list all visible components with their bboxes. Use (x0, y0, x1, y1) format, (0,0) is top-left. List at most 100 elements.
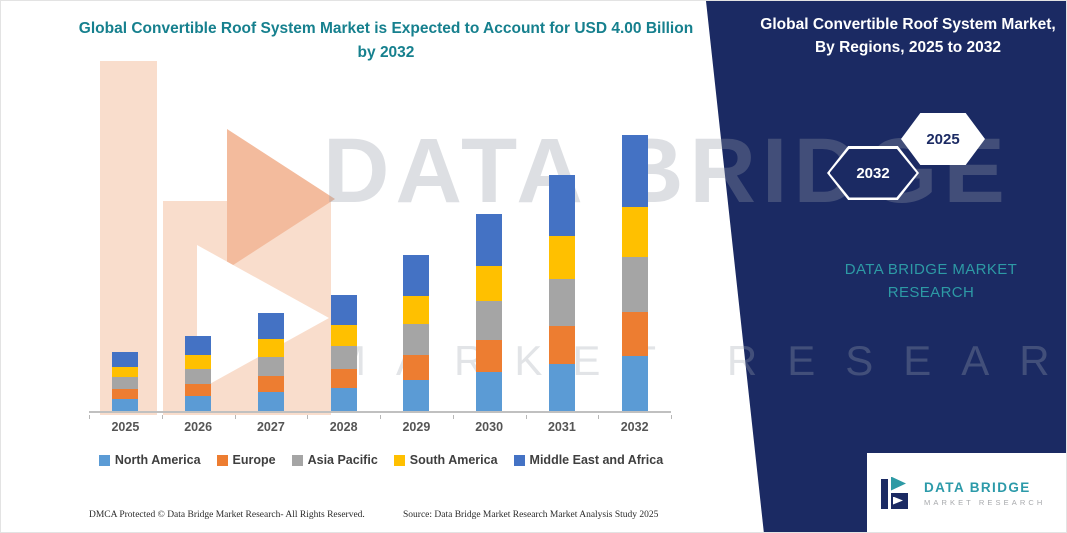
bar-segment-middle-east-and-africa (330, 295, 357, 325)
legend-swatch-icon (216, 454, 228, 466)
watermark-sub-text: MARKET RESEARCH (331, 337, 1066, 384)
bar-segment-middle-east-and-africa (621, 135, 648, 207)
logo-sub: MARKET RESEARCH (924, 498, 1046, 507)
x-axis-label-2031: 2031 (547, 420, 576, 434)
bar-2025 (112, 352, 139, 411)
bar-segment-north-america (476, 372, 503, 411)
bar-slot (89, 83, 162, 411)
legend-label: North America (114, 453, 201, 467)
footer-source: Source: Data Bridge Market Research Mark… (403, 510, 659, 520)
x-axis-label-2027: 2027 (256, 420, 285, 434)
legend-swatch-icon (98, 454, 110, 466)
bar-segment-asia-pacific (403, 324, 430, 355)
x-axis-label-2025: 2025 (111, 420, 140, 434)
bar-segment-north-america (621, 356, 648, 411)
databridge-logo: DATA BRIDGE MARKET RESEARCH (867, 453, 1066, 532)
legend-label: Middle East and Africa (529, 453, 664, 467)
axis-tick (161, 415, 163, 419)
x-axis-labels: 2025 2026 2027 2028 2029 2030 2031 2032 (89, 415, 672, 437)
bar-segment-south-america (621, 207, 648, 257)
legend-item-asia-pacific: Asia Pacific (291, 453, 378, 467)
bar-segment-north-america (548, 364, 575, 411)
databridge-logo-text: DATA BRIDGE MARKET RESEARCH (924, 480, 1045, 507)
bar-segment-middle-east-and-africa (112, 352, 139, 367)
bar-segment-south-america (185, 355, 212, 369)
bar-slot (526, 83, 599, 411)
legend-swatch-icon (513, 454, 525, 466)
hexagon-2025-label: 2025 (926, 130, 960, 148)
hexagon-2032-label: 2032 (856, 164, 890, 182)
bar-2027 (257, 313, 284, 411)
bar-slot (598, 83, 671, 411)
bar-segment-south-america (257, 339, 284, 357)
bar-segment-middle-east-and-africa (185, 336, 212, 355)
hexagon-badge-2032: 2032 (827, 146, 919, 200)
bar-segment-europe (185, 384, 212, 396)
bar-segment-asia-pacific (548, 279, 575, 326)
bar-segment-north-america (112, 399, 139, 411)
axis-tick (307, 415, 309, 419)
x-axis-label-2029: 2029 (402, 420, 431, 434)
bar-segment-asia-pacific (185, 369, 212, 384)
bar-segment-asia-pacific (476, 301, 503, 340)
bar-segment-south-america (112, 367, 139, 377)
bar-2026 (185, 336, 212, 411)
bar-2030 (476, 214, 503, 411)
bar-segment-middle-east-and-africa (403, 255, 430, 296)
hexagon-badge-2025: 2025 (901, 113, 985, 165)
legend-label: South America (409, 453, 498, 467)
axis-tick (598, 415, 600, 419)
x-axis-label-2026: 2026 (184, 420, 213, 434)
bar-segment-south-america (476, 266, 503, 301)
x-axis-label-2032: 2032 (620, 420, 649, 434)
side-panel-brand-text: DATA BRIDGE MARKET RESEARCH (844, 261, 1018, 301)
logo-name: DATA BRIDGE (924, 480, 1031, 495)
bar-slot (380, 83, 453, 411)
bar-segment-middle-east-and-africa (257, 313, 284, 339)
bar-2028 (330, 295, 357, 411)
bar-segment-europe (257, 376, 284, 392)
bar-segment-asia-pacific (330, 346, 357, 369)
legend-swatch-icon (393, 454, 405, 466)
chart-legend: North America Europe Asia Pacific South Ame… (81, 453, 681, 467)
databridge-logo-icon (881, 475, 915, 513)
bar-slot (453, 83, 526, 411)
bar-segment-middle-east-and-africa (476, 214, 503, 266)
bar-slot (307, 83, 380, 411)
axis-tick (525, 415, 527, 419)
axis-tick (89, 415, 90, 419)
bar-2029 (403, 255, 430, 411)
legend-swatch-icon (291, 454, 303, 466)
legend-item-europe: Europe (216, 453, 276, 467)
bar-2031 (548, 175, 575, 411)
axis-tick (234, 415, 236, 419)
bar-segment-south-america (548, 236, 575, 279)
legend-item-south-america: South America (393, 453, 498, 467)
axis-tick (671, 415, 672, 419)
legend-label: Europe (232, 453, 276, 467)
bar-segment-asia-pacific (112, 377, 139, 389)
bar-segment-south-america (330, 325, 357, 346)
legend-label: Asia Pacific (307, 453, 378, 467)
bar-segment-asia-pacific (621, 257, 648, 312)
footer-copyright: DMCA Protected © Data Bridge Market Rese… (89, 510, 365, 520)
bar-segment-asia-pacific (257, 357, 284, 376)
bar-segment-north-america (330, 388, 357, 411)
bar-segment-europe (621, 312, 648, 356)
bar-slot (162, 83, 235, 411)
bar-slot (235, 83, 308, 411)
bar-segment-south-america (403, 296, 430, 324)
bar-segment-north-america (403, 380, 430, 411)
bar-segment-europe (112, 389, 139, 399)
legend-item-north-america: North America (98, 453, 201, 467)
bar-segment-europe (548, 326, 575, 364)
x-axis-label-2028: 2028 (329, 420, 358, 434)
bar-segment-europe (330, 369, 357, 388)
chart-title: Global Convertible Roof System Market is… (78, 20, 694, 62)
bar-segment-europe (476, 340, 503, 372)
x-axis-label-2030: 2030 (475, 420, 504, 434)
axis-tick (452, 415, 454, 419)
legend-item-middle-east-and-africa: Middle East and Africa (513, 453, 664, 467)
